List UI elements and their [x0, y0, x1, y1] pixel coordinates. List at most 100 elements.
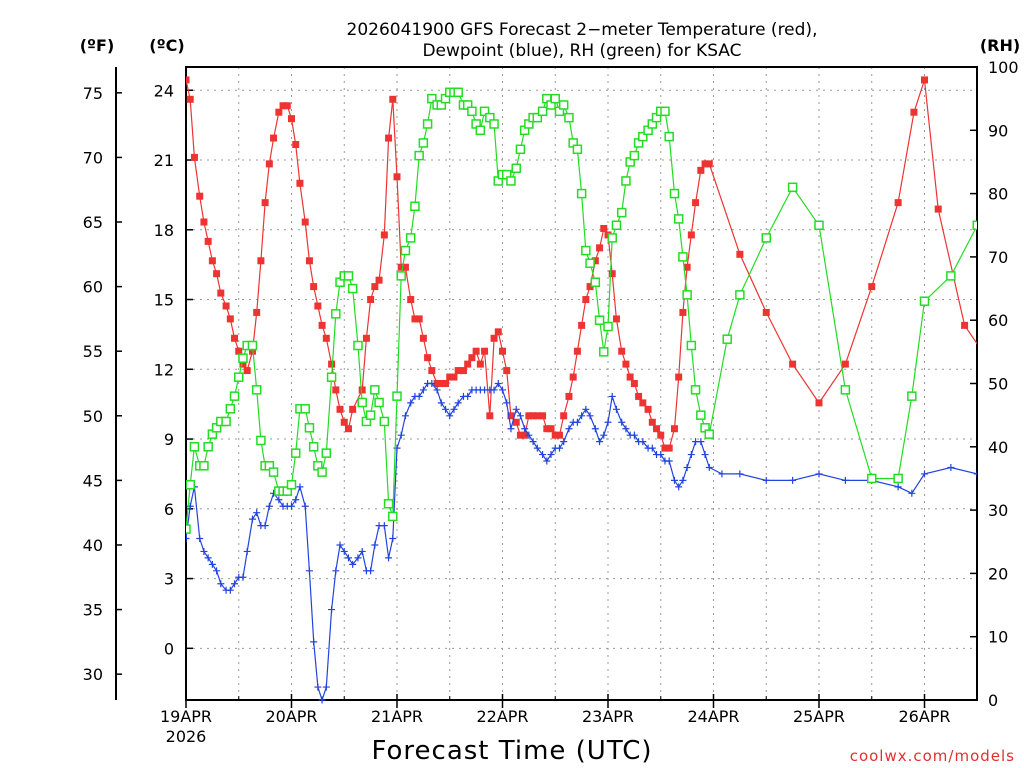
temperature-point	[934, 205, 942, 213]
temperature-point	[533, 412, 541, 420]
rh-point	[690, 385, 701, 395]
dewpoint-point	[639, 438, 647, 446]
temperature-point	[539, 412, 547, 420]
dewpoint-point	[490, 386, 498, 394]
dewpoint-point	[200, 547, 208, 555]
temperature-point	[340, 418, 348, 426]
rh-point	[607, 233, 617, 243]
rh-point	[814, 220, 824, 230]
dewpoint-point	[499, 386, 506, 394]
rh-point	[304, 423, 315, 433]
dewpoint-point	[204, 554, 212, 562]
dewpoint-point	[415, 392, 423, 400]
dewpoint-point	[521, 425, 529, 433]
rh-tick-label: 50	[988, 375, 1008, 394]
temperature-point	[551, 431, 559, 439]
rh-point	[347, 283, 358, 294]
celsius-axis-unit: (ºC)	[149, 36, 184, 55]
temperature-point	[697, 166, 705, 174]
temperature-point	[683, 263, 691, 271]
rh-point	[186, 480, 195, 490]
temperature-point	[644, 405, 652, 413]
x-tick-label: 23APR	[582, 707, 634, 726]
rh-point	[603, 321, 613, 332]
rh-point	[761, 233, 771, 243]
rh-point	[326, 372, 337, 382]
dewpoint-point	[275, 496, 283, 504]
rh-point	[840, 385, 851, 395]
temperature-point	[701, 160, 709, 168]
dewpoint-point	[657, 451, 665, 459]
dewpoint-point	[231, 580, 239, 588]
dewpoint-point	[503, 399, 511, 407]
rh-point	[515, 144, 526, 155]
dewpoint-point	[565, 425, 573, 433]
temperature-point	[200, 218, 208, 226]
rh-point	[388, 511, 398, 522]
rh-point	[564, 112, 574, 123]
dewpoint-point	[367, 567, 375, 575]
rh-point	[572, 144, 583, 155]
rh-point	[251, 385, 262, 395]
temperature-point	[464, 360, 472, 368]
temperature-point	[547, 425, 555, 433]
celsius-tick-label: 9	[164, 430, 174, 449]
temperature-point	[450, 373, 458, 381]
temperature-point	[608, 270, 616, 278]
rh-point	[221, 416, 231, 427]
temperature-point	[424, 354, 432, 362]
x-tick-sublabel: 2026	[166, 727, 207, 746]
rh-point	[550, 93, 560, 104]
dewpoint-point	[670, 476, 678, 484]
dewpoint-point	[310, 638, 318, 646]
temperature-point	[494, 328, 502, 336]
temperature-point	[270, 134, 278, 142]
temperature-point	[582, 296, 590, 304]
temperature-point	[243, 367, 251, 375]
temperature-point	[679, 308, 687, 316]
temperature-point	[841, 360, 849, 368]
dewpoint-point	[442, 405, 450, 413]
rh-point	[422, 119, 433, 129]
rh-point	[537, 106, 548, 117]
temperature-point	[261, 199, 269, 207]
temperature-point	[213, 270, 221, 278]
temperature-point	[371, 283, 379, 291]
dewpoint-point	[336, 541, 344, 549]
dewpoint-point	[292, 496, 300, 504]
dewpoint-point	[248, 515, 256, 523]
rh-point	[590, 277, 601, 287]
rh-point	[594, 315, 605, 325]
x-tick-label: 20APR	[265, 707, 317, 726]
temperature-point	[397, 263, 405, 271]
temperature-point	[292, 141, 300, 149]
dewpoint-point	[450, 405, 458, 413]
temperature-point	[186, 95, 194, 103]
dewpoint-point	[318, 696, 326, 704]
rh-point	[678, 252, 688, 262]
rh-point	[353, 340, 363, 351]
dewpoint-point	[380, 522, 388, 530]
celsius-tick-label: 6	[164, 500, 174, 519]
fahrenheit-tick-label: 70	[83, 148, 103, 167]
fahrenheit-tick-label: 60	[83, 278, 103, 297]
rh-axis-ticks: 0 10 20 30 40 50 60 70 80 90 100	[970, 58, 1019, 710]
temperature-point	[815, 399, 823, 407]
temperature-point	[762, 308, 770, 316]
temperature-point	[226, 315, 234, 323]
rh-point	[669, 188, 680, 199]
rh-point	[405, 233, 416, 243]
rh-point	[392, 391, 402, 401]
rh-point	[599, 347, 609, 357]
fahrenheit-tick-label: 65	[83, 213, 103, 232]
temperature-point	[196, 192, 204, 200]
rh-tick-label: 70	[988, 248, 1008, 267]
rh-tick-label: 90	[988, 121, 1008, 140]
rh-point	[479, 106, 490, 117]
temperature-point	[736, 250, 744, 258]
rh-point	[229, 391, 240, 401]
temperature-point	[222, 302, 230, 310]
temperature-point	[279, 102, 287, 110]
rh-point	[256, 435, 266, 446]
dewpoint-point	[265, 502, 273, 510]
